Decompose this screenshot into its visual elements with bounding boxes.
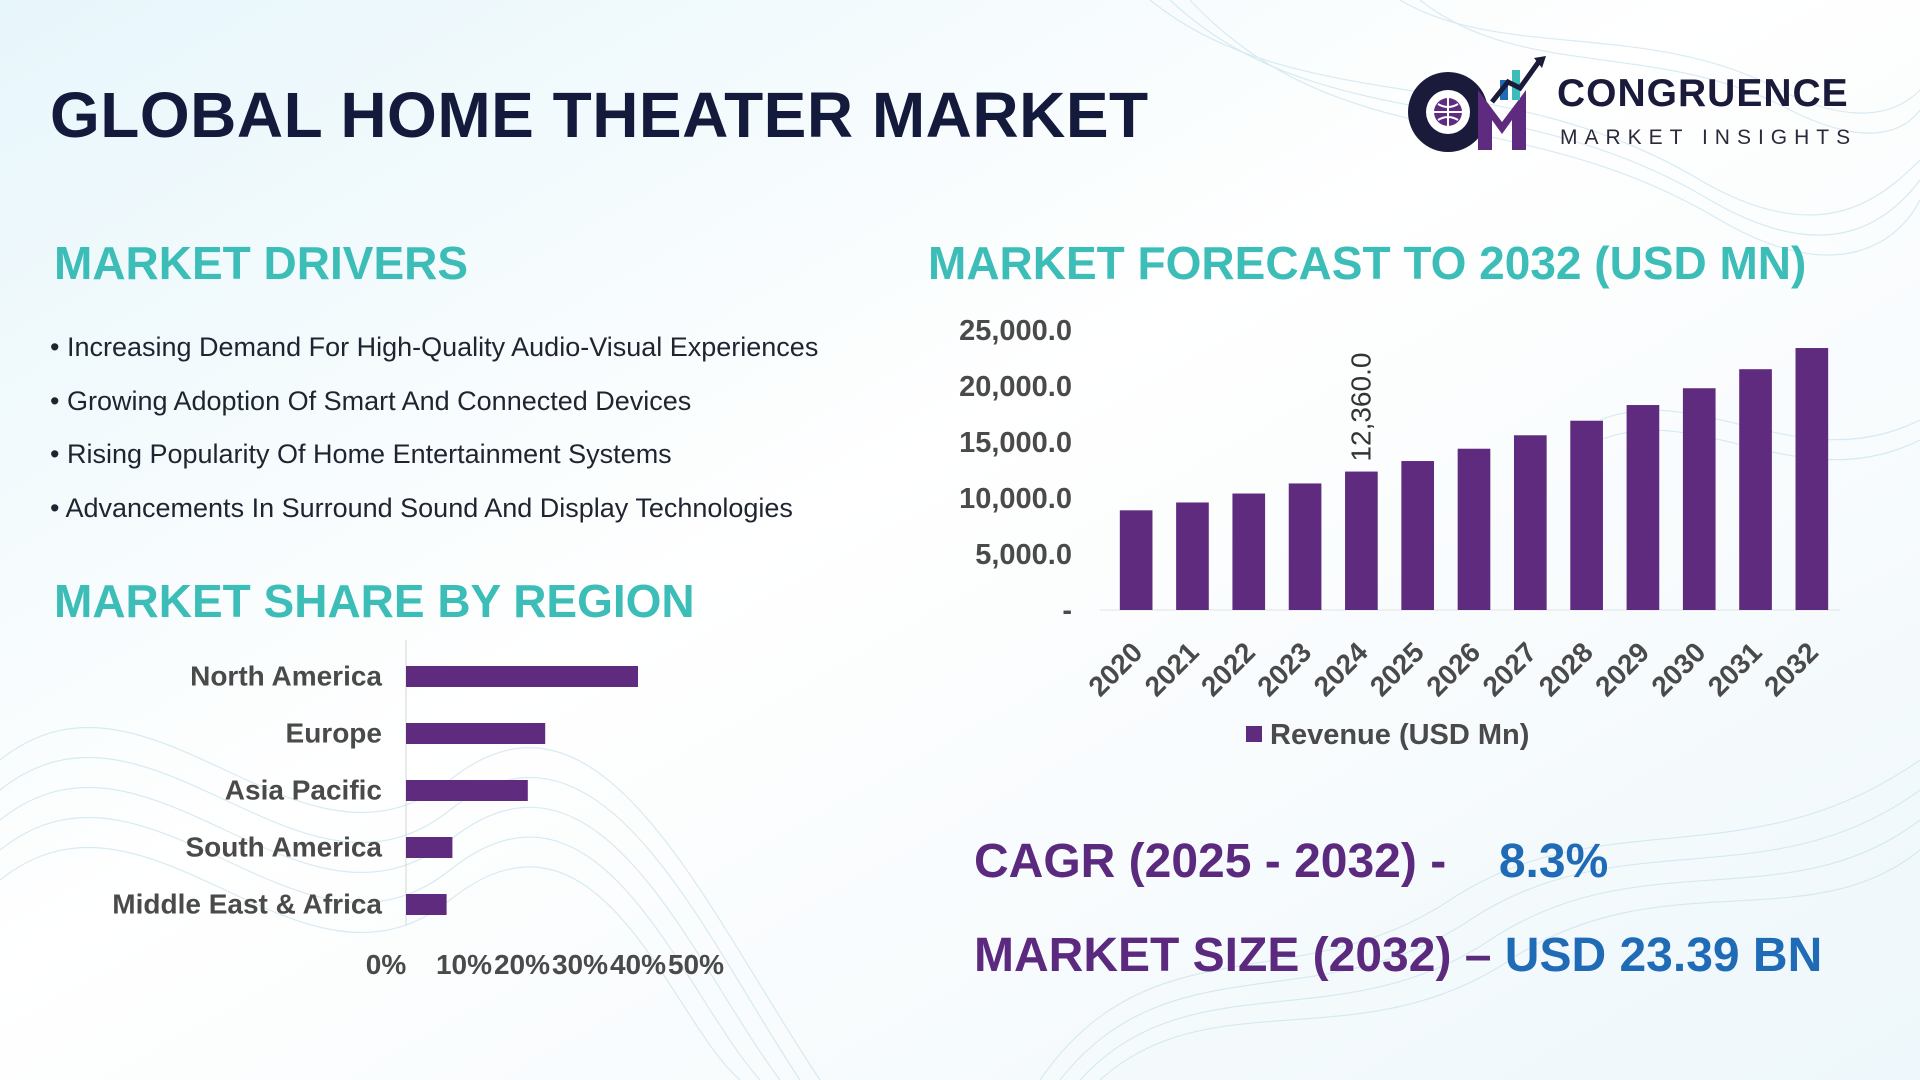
- market-size-value: USD 23.39 BN: [1504, 929, 1823, 982]
- market-size-label: MARKET SIZE (2032) –: [974, 929, 1492, 982]
- cagr-value: 8.3%: [1498, 835, 1609, 888]
- region-x-tick: 40%: [610, 949, 666, 980]
- cagr-label: CAGR (2025 - 2032) -: [974, 835, 1447, 888]
- forecast-chart: - 5,000.0 10,000.0 15,000.0 20,000.0 25,000.0…: [959, 315, 1840, 751]
- forecast-x-tick: 2028: [1533, 636, 1599, 702]
- forecast-x-tick: 2029: [1589, 636, 1655, 702]
- legend-swatch: [1246, 726, 1262, 742]
- forecast-x-tick: 2021: [1139, 636, 1205, 702]
- company-logo: CONGRUENCE MARKET INSIGHTS: [1400, 50, 1870, 160]
- forecast-x-tick: 2023: [1251, 636, 1317, 702]
- forecast-x-tick: 2025: [1364, 636, 1430, 702]
- forecast-bar: [1401, 461, 1435, 610]
- forecast-bar: [1739, 369, 1772, 610]
- forecast-y-tick: 10,000.0: [959, 483, 1072, 515]
- forecast-y-tick: 20,000.0: [959, 371, 1072, 403]
- region-x-tick: 10%: [436, 949, 492, 980]
- driver-item: • Rising Popularity Of Home Entertainmen…: [50, 439, 672, 469]
- forecast-x-tick: 2026: [1420, 636, 1486, 702]
- cagr-stat: CAGR (2025 - 2032) - 8.3%: [974, 834, 1608, 889]
- region-bar: [406, 666, 638, 687]
- forecast-x-tick: 2027: [1477, 636, 1543, 702]
- market-drivers-heading: MARKET DRIVERS: [54, 237, 469, 289]
- driver-item: • Growing Adoption Of Smart And Connecte…: [50, 385, 692, 416]
- forecast-x-tick: 2024: [1308, 636, 1374, 702]
- region-category-label: North America: [190, 661, 382, 692]
- forecast-x-tick: 2031: [1702, 636, 1768, 702]
- forecast-y-tick: -: [1062, 595, 1072, 627]
- driver-item: • Advancements In Surround Sound And Dis…: [50, 492, 793, 523]
- page-title: GLOBAL HOME THEATER MARKET: [50, 79, 1149, 151]
- forecast-bar: [1119, 510, 1153, 610]
- region-bar: [406, 894, 447, 915]
- legend-label: Revenue (USD Mn): [1270, 719, 1529, 751]
- forecast-bar: [1288, 483, 1322, 610]
- market-size-stat: MARKET SIZE (2032) – USD 23.39 BN: [974, 928, 1822, 983]
- driver-item: • Increasing Demand For High-Quality Aud…: [50, 332, 819, 362]
- forecast-bar: [1570, 420, 1603, 610]
- forecast-bar: [1795, 348, 1829, 610]
- forecast-bar: [1682, 388, 1716, 610]
- forecast-x-tick: 2020: [1082, 636, 1148, 702]
- region-x-tick: 50%: [668, 949, 724, 980]
- forecast-x-tick: 2030: [1646, 636, 1712, 702]
- region-category-label: Europe: [286, 718, 382, 749]
- forecast-x-tick: 2032: [1758, 636, 1824, 702]
- forecast-bar: [1457, 448, 1491, 610]
- region-category-label: Middle East & Africa: [112, 889, 382, 920]
- forecast-bar: [1345, 471, 1378, 610]
- region-category-label: Asia Pacific: [225, 775, 382, 806]
- forecast-bar: [1513, 435, 1547, 610]
- region-bar: [406, 837, 453, 858]
- market-share-heading: MARKET SHARE BY REGION: [54, 575, 695, 627]
- logo-mark-icon: [1408, 56, 1546, 152]
- region-category-label: South America: [185, 832, 382, 863]
- region-x-tick: 0%: [366, 949, 407, 980]
- region-bar: [406, 723, 546, 744]
- forecast-y-tick: 5,000.0: [975, 539, 1072, 571]
- forecast-legend: Revenue (USD Mn): [1246, 719, 1529, 751]
- forecast-bar: [1626, 405, 1660, 610]
- forecast-bar: [1176, 502, 1209, 610]
- market-drivers-list: • Increasing Demand For High-Quality Aud…: [50, 328, 818, 542]
- market-forecast-heading: MARKET FORECAST TO 2032 (USD MN): [928, 237, 1807, 289]
- forecast-y-tick: 25,000.0: [959, 315, 1072, 347]
- logo-tagline: MARKET INSIGHTS: [1560, 126, 1858, 149]
- logo-name: CONGRUENCE: [1557, 72, 1849, 115]
- region-bar: [406, 780, 528, 801]
- forecast-data-label: 12,360.0: [1345, 353, 1376, 462]
- forecast-y-tick: 15,000.0: [959, 427, 1072, 459]
- forecast-bar: [1232, 493, 1266, 610]
- forecast-x-tick: 2022: [1195, 636, 1261, 702]
- region-x-tick: 20%: [494, 949, 550, 980]
- region-x-tick: 30%: [552, 949, 608, 980]
- region-share-chart: North America Europe Asia Pacific South Ame…: [112, 640, 724, 980]
